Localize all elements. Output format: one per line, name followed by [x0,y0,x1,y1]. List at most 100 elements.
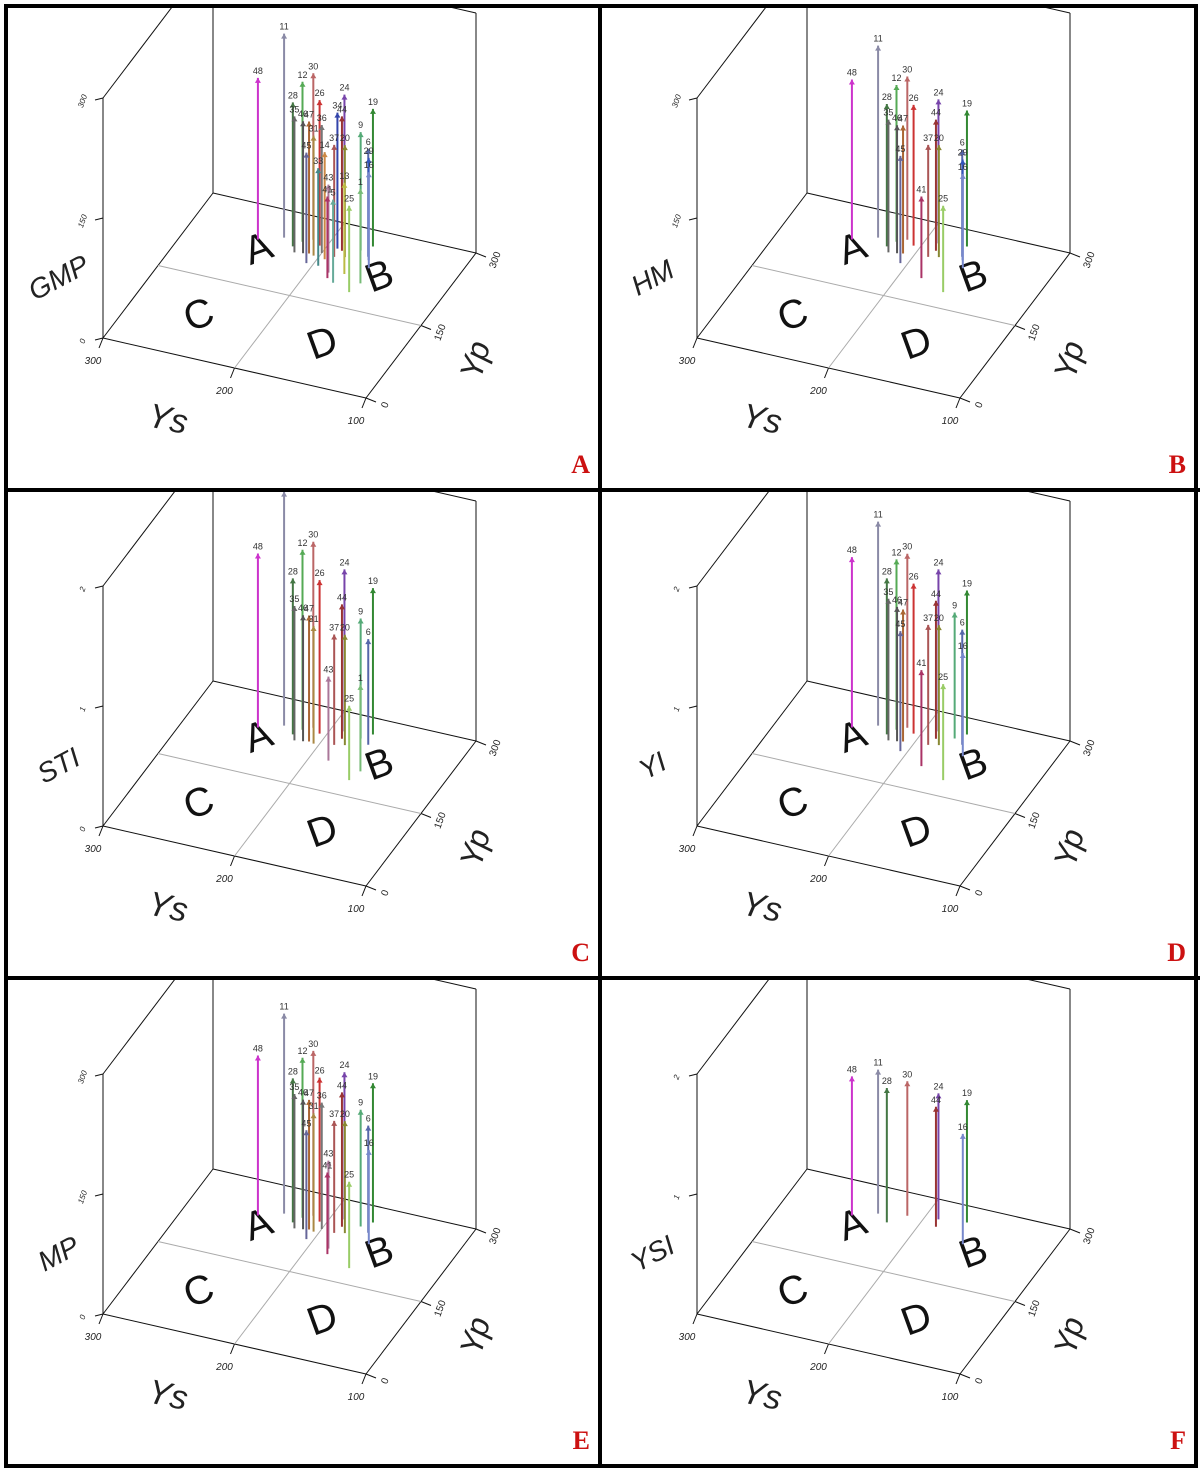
genotype-arrowhead [932,1106,939,1112]
genotype-arrowhead [306,1099,313,1105]
genotype-arrowhead [365,148,372,154]
genotype-label: 44 [337,1080,347,1090]
genotype-label: 30 [308,1039,318,1049]
genotype-47: 47 [304,603,314,742]
top-edge-back [1028,980,1071,990]
top-edge-back [434,980,477,990]
genotype-31: 31 [309,614,319,744]
genotype-arrowhead [341,1121,348,1127]
y-tick-mark [959,397,971,403]
z-tick-label: 1 [672,706,682,713]
genotype-label: 19 [962,579,972,589]
genotype-5: 5 [330,188,337,283]
genotype-label: 16 [958,162,968,172]
z-axis-title: MP [33,1230,85,1277]
y-axis-title: Yp [453,825,497,870]
genotype-arrowhead [369,588,376,594]
z-tick-label: 150 [670,213,683,229]
y-tick-label: 0 [380,1376,392,1385]
genotype-arrowhead [951,612,958,618]
genotype-label: 20 [340,133,350,143]
genotype-arrowhead [300,615,307,621]
genotype-label: 16 [364,1138,374,1148]
genotype-arrowhead [883,1087,890,1093]
genotype-label: 1 [358,177,363,187]
genotype-arrowhead [900,125,907,131]
genotype-label: 11 [873,510,882,520]
z-tick-mark [688,217,698,221]
genotype-arrowhead [365,1149,372,1155]
genotype-arrowhead [365,157,372,163]
genotype-label: 6 [366,1114,371,1124]
genotype-label: 46 [892,595,902,605]
x-tick-label: 100 [348,904,365,915]
genotype-arrowhead [325,184,332,190]
genotype-label: 31 [309,124,319,134]
genotype-11: 11 [873,1058,883,1214]
genotype-label: 28 [288,1066,298,1076]
genotype-arrowhead [875,45,882,51]
z-axis-title: HM [626,253,680,301]
genotype-label: 12 [891,73,901,83]
genotype-label: 19 [962,99,972,109]
genotype-arrowhead [910,583,917,589]
genotype-label: 44 [931,589,941,599]
genotype-label: 46 [892,113,902,123]
genotype-37: 37 [923,133,933,257]
genotype-30: 30 [902,1069,912,1216]
quadrant-label-b: B [953,739,993,789]
genotype-arrowhead [310,541,317,547]
y-tick-label: 0 [974,400,986,409]
genotype-28: 28 [288,1066,298,1223]
genotype-label: 46 [298,1088,308,1098]
genotype-arrowhead [306,615,313,621]
genotype-13: 13 [339,171,349,274]
genotype-label: 35 [289,104,299,114]
z-tick-label: 2 [671,585,682,594]
y-tick-mark [420,813,432,818]
genotype-label: 35 [883,108,893,118]
x-tick-mark [824,1343,829,1355]
z-tick-mark [94,217,104,221]
genotype-arrowhead [848,79,855,85]
plot-area: ABCD300200100015030012YsYpYI192430911122… [634,492,1098,930]
plot-area: ABCD300200100015030012YsYpYSI19243011442… [625,980,1098,1418]
genotype-label: 28 [882,566,892,576]
z-tick-label: 0 [78,337,88,345]
x-axis-title: Ys [145,885,192,930]
z-tick-mark [94,1073,104,1077]
genotype-label: 6 [366,137,371,147]
x-tick-label: 300 [679,844,696,855]
genotype-label: 19 [368,576,378,586]
quadrant-divider-yp [157,265,422,326]
x-tick-mark [955,397,961,409]
y-tick-mark [1069,252,1081,258]
x-tick-label: 100 [942,904,959,915]
genotype-25: 25 [344,194,354,293]
x-tick-mark [230,855,235,867]
genotype-label: 48 [253,542,263,552]
panel-letter-b: B [1168,450,1186,479]
genotype-arrowhead [848,1076,855,1082]
genotype-arrowhead [303,152,310,158]
quadrant-label-c: C [178,289,220,340]
x-tick-mark [955,1373,961,1385]
genotype-arrowhead [357,618,364,624]
genotype-arrowhead [897,631,904,637]
genotype-20: 20 [340,1109,350,1234]
genotype-arrowhead [281,1013,288,1019]
y-tick-mark [959,1373,971,1379]
genotype-47: 47 [304,109,314,254]
genotype-37: 37 [329,133,339,257]
genotype-label: 44 [337,104,347,114]
quadrant-label-b: B [359,739,399,789]
x-tick-label: 300 [679,356,696,367]
z-tick-label: 2 [671,1073,682,1082]
y-axis-title: Yp [453,337,497,382]
quadrant-label-d: D [895,317,937,368]
genotype-arrowhead [338,116,345,122]
genotype-label: 46 [298,603,308,613]
genotype-48: 48 [253,1044,263,1216]
genotype-label: 20 [934,133,944,143]
genotype-arrowhead [910,104,917,110]
